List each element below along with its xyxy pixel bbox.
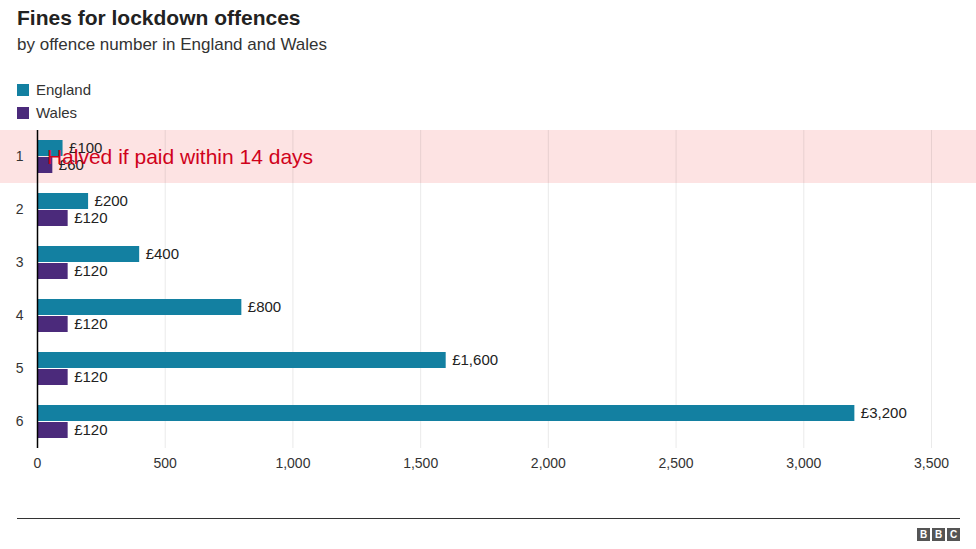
svg-text:£200: £200 <box>95 192 128 209</box>
html-text:by offence number in England a: by offence number in England and Wales <box>17 35 327 54</box>
html-text:C: C <box>949 529 958 540</box>
svg-text:£120: £120 <box>74 262 107 279</box>
svg-text:0: 0 <box>34 455 42 471</box>
svg-text:6: 6 <box>16 413 24 429</box>
svg-text:2,000: 2,000 <box>531 455 566 471</box>
svg-text:5: 5 <box>16 360 24 376</box>
svg-text:2,500: 2,500 <box>659 455 694 471</box>
svg-text:£3,200: £3,200 <box>861 404 907 421</box>
html-text:B: B <box>934 529 943 540</box>
html-text:B: B <box>919 529 928 540</box>
svg-text:3,000: 3,000 <box>786 455 821 471</box>
svg-text:£120: £120 <box>74 368 107 385</box>
html-text:Fines for lockdown offences: Fines for lockdown offences <box>17 6 301 29</box>
html-text:Wales: Wales <box>36 104 78 121</box>
svg-text:£120: £120 <box>74 421 107 438</box>
svg-text:£1,600: £1,600 <box>452 351 498 368</box>
svg-text:Halved if paid within 14 days: Halved if paid within 14 days <box>47 145 313 168</box>
svg-text:£800: £800 <box>248 298 281 315</box>
svg-text:4: 4 <box>16 307 24 323</box>
html-text:England: England <box>36 81 92 98</box>
svg-text:£120: £120 <box>74 209 107 226</box>
svg-text:3: 3 <box>16 254 24 270</box>
svg-text:£120: £120 <box>74 315 107 332</box>
svg-text:£400: £400 <box>146 245 179 262</box>
svg-text:1,000: 1,000 <box>275 455 310 471</box>
svg-text:1,500: 1,500 <box>403 455 438 471</box>
svg-text:3,500: 3,500 <box>914 455 949 471</box>
svg-text:500: 500 <box>154 455 178 471</box>
svg-text:2: 2 <box>16 201 24 217</box>
svg-text:1: 1 <box>16 148 24 164</box>
